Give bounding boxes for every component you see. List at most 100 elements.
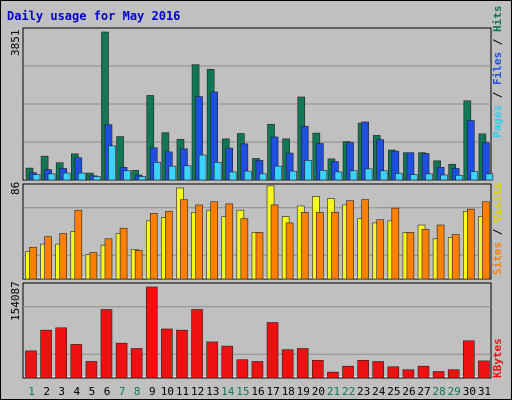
- x-tick-label-day-1: 1: [28, 385, 35, 398]
- bar-sites-day-30: [467, 208, 475, 280]
- x-tick-label-day-14: 14: [221, 385, 235, 398]
- bar-sites-day-7: [119, 227, 128, 280]
- legend-pages: Pages: [491, 105, 504, 138]
- bar-sites-day-23: [361, 199, 369, 280]
- bar-kbytes-day-8: [130, 348, 143, 379]
- bar-sites-day-5: [89, 252, 98, 280]
- bar-sites-day-25: [391, 207, 400, 280]
- bar-sites-day-27: [421, 228, 430, 280]
- bar-kbytes-day-21: [327, 371, 339, 379]
- bar-pages-day-4: [77, 172, 86, 181]
- legend-kbytes: KBytes: [491, 338, 504, 378]
- bar-kbytes-day-6: [100, 309, 113, 379]
- bar-sites-day-18: [285, 222, 294, 280]
- bar-sites-day-20: [316, 212, 324, 280]
- legend-files: Files: [491, 52, 504, 85]
- bar-kbytes-day-15: [236, 359, 249, 379]
- x-tick-label-day-28: 28: [433, 385, 446, 398]
- bar-pages-day-25: [395, 173, 403, 181]
- bar-pages-day-29: [455, 175, 464, 181]
- bar-pages-day-2: [47, 173, 56, 181]
- bottom-panel: [22, 282, 492, 379]
- x-tick-label-day-15: 15: [236, 385, 249, 398]
- bar-sites-day-11: [180, 199, 188, 280]
- bar-kbytes-day-12: [191, 309, 203, 379]
- bar-sites-day-3: [59, 233, 67, 280]
- bar-kbytes-day-9: [145, 286, 158, 379]
- x-tick-label-day-3: 3: [58, 385, 65, 398]
- bar-pages-day-28: [440, 174, 448, 181]
- bar-kbytes-day-25: [387, 366, 400, 379]
- x-tick-label-day-23: 23: [357, 385, 370, 398]
- x-tick-label-day-29: 29: [448, 385, 461, 398]
- bar-pages-day-19: [304, 160, 313, 181]
- bar-pages-day-14: [228, 171, 237, 181]
- bar-kbytes-day-1: [25, 350, 37, 379]
- x-tick-label-day-16: 16: [251, 385, 264, 398]
- x-tick-label-day-5: 5: [89, 385, 96, 398]
- bar-kbytes-day-31: [478, 360, 490, 379]
- x-tick-label-day-27: 27: [417, 385, 430, 398]
- bar-sites-day-1: [29, 246, 37, 280]
- bar-pages-day-21: [334, 171, 343, 181]
- top-panel: [22, 27, 494, 181]
- bar-sites-day-17: [270, 204, 279, 280]
- bar-pages-day-6: [108, 145, 116, 181]
- x-tick-label-day-12: 12: [191, 385, 204, 398]
- x-tick-label-day-8: 8: [134, 385, 141, 398]
- x-tick-label-day-4: 4: [74, 385, 81, 398]
- bar-kbytes-day-26: [402, 369, 415, 379]
- bar-sites-day-9: [149, 213, 158, 280]
- bar-sites-day-13: [210, 201, 218, 280]
- bar-kbytes-day-23: [357, 359, 369, 379]
- x-tick-label-day-13: 13: [206, 385, 219, 398]
- chart-title: Daily usage for May 2016: [7, 9, 180, 23]
- bar-kbytes-day-16: [251, 361, 264, 379]
- legend-sites: Sites: [491, 242, 504, 275]
- bar-kbytes-day-20: [312, 359, 324, 379]
- bar-sites-day-8: [134, 250, 143, 280]
- bar-kbytes-day-30: [463, 340, 475, 379]
- bar-pages-day-9: [153, 162, 162, 181]
- x-tick-label-day-9: 9: [149, 385, 156, 398]
- bar-pages-day-16: [259, 173, 267, 181]
- x-tick-label-day-18: 18: [282, 385, 295, 398]
- bar-kbytes-day-24: [372, 361, 385, 379]
- x-tick-label-day-30: 30: [463, 385, 476, 398]
- bar-sites-day-29: [451, 234, 460, 280]
- bar-pages-day-10: [168, 165, 177, 181]
- bar-kbytes-day-19: [296, 348, 309, 379]
- bar-sites-day-14: [225, 203, 234, 280]
- x-tick-label-day-31: 31: [478, 385, 491, 398]
- bar-pages-day-7: [123, 170, 131, 181]
- bar-pages-day-8: [138, 176, 146, 181]
- bar-sites-day-2: [44, 236, 52, 280]
- bar-files-day-30: [467, 120, 475, 181]
- middle-ymax-label: 86: [9, 182, 22, 195]
- chart-panels: [22, 27, 494, 379]
- x-tick-label-day-2: 2: [43, 385, 50, 398]
- bar-pages-day-5: [93, 176, 101, 181]
- x-tick-label-day-25: 25: [387, 385, 400, 398]
- bar-pages-day-26: [410, 174, 418, 181]
- x-tick-label-day-7: 7: [119, 385, 126, 398]
- bar-pages-day-1: [32, 174, 41, 181]
- bar-sites-day-4: [74, 209, 83, 280]
- x-tick-label-day-21: 21: [327, 385, 340, 398]
- x-tick-label-day-22: 22: [342, 385, 355, 398]
- bar-pages-day-23: [364, 168, 373, 181]
- bar-pages-day-15: [244, 170, 252, 181]
- x-tick-label-day-10: 10: [161, 385, 174, 398]
- bar-kbytes-day-7: [115, 342, 128, 379]
- x-tick-label-day-11: 11: [176, 385, 189, 398]
- x-tick-label-day-26: 26: [402, 385, 415, 398]
- bar-kbytes-day-14: [221, 345, 234, 379]
- top-ymax-label: 3851: [9, 30, 22, 57]
- bar-pages-day-12: [198, 154, 207, 181]
- legend-visits: Visits: [491, 182, 504, 222]
- x-axis-labels: 1 2 3 4 5 6 7 8 9 10 11 12 13 14 15 16 17 18 19 20 21 22 23 24 2…: [28, 385, 491, 398]
- x-tick-label-day-6: 6: [104, 385, 111, 398]
- bar-pages-day-18: [289, 170, 297, 181]
